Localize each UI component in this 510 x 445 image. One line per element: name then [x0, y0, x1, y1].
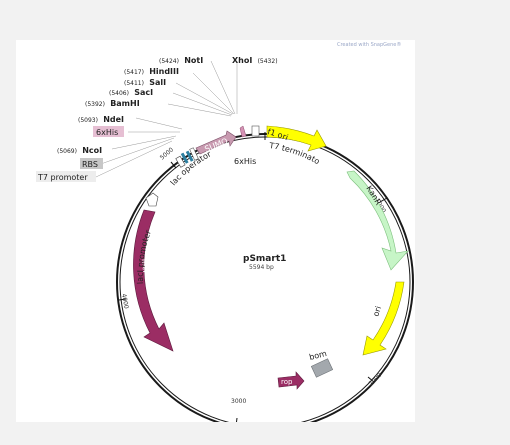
- plasmid-map: 1000 2000 3000 4000 5000: [16, 40, 414, 422]
- site-ndeI: (5093) NdeI: [78, 115, 124, 124]
- rop-arrow: [277, 371, 305, 390]
- rbs-box: [80, 158, 103, 169]
- rbs-mark: [189, 147, 199, 161]
- t7-promoter-box-label: T7 promoter: [37, 173, 88, 182]
- site-ncoI: (5069) NcoI: [57, 146, 102, 155]
- rop-label: rop: [281, 378, 293, 386]
- lac-operator-mark: [185, 150, 194, 162]
- tick-mark: [170, 161, 177, 169]
- laci-arrow: [133, 209, 174, 352]
- tick-label-4000: 4000: [120, 293, 130, 309]
- bom-box: [310, 358, 334, 378]
- ori-label: ori: [371, 305, 383, 318]
- bom-label: bom: [308, 349, 328, 362]
- ori-arrow: [362, 281, 405, 356]
- sixhis-mark: [239, 125, 247, 138]
- sixhis-box-label: 6xHis: [96, 128, 118, 137]
- tick-mark: [235, 417, 238, 422]
- sixhis-label: 6xHis: [234, 157, 256, 166]
- site-notI: (5424) NotI: [159, 56, 203, 65]
- f1-ori-arrow: [266, 125, 327, 152]
- tick-mark: [367, 376, 375, 383]
- snapgene-watermark: Created with SnapGene®: [337, 42, 402, 48]
- t7-promoter-mark: [175, 155, 186, 168]
- site-bamHI: (5392) BamHI: [85, 99, 140, 108]
- sumo-arrow: [195, 130, 237, 155]
- backbone-outer: [116, 133, 414, 422]
- backbone-inner: [119, 136, 411, 422]
- site-salI: (5411) SalI: [124, 78, 166, 87]
- map-panel: 1000 2000 3000 4000 5000: [16, 40, 415, 422]
- site-xhoI: XhoI (5432): [232, 56, 278, 65]
- t7-promoter-box: [36, 171, 96, 182]
- tick-mark: [379, 197, 388, 203]
- rbs-box-label: RBS: [82, 160, 98, 169]
- t7-terminator-mark: [251, 125, 260, 137]
- plasmid-length: 5594 bp: [249, 264, 274, 271]
- site-sacI: (5406) SacI: [109, 88, 153, 97]
- laci-promoter-arrow: [145, 192, 159, 207]
- lac-operator-mark: [180, 152, 189, 164]
- tick-label-3000: 3000: [231, 398, 246, 405]
- plasmid-name: pSmart1: [243, 254, 286, 264]
- tick-mark: [118, 298, 127, 301]
- laci-label: lacI: [140, 258, 150, 273]
- enzyme-connectors: [95, 60, 238, 178]
- tick-label-5000: 5000: [159, 146, 175, 161]
- site-hindIII: (5417) HindIII: [124, 67, 179, 76]
- kanr-arrow: [346, 170, 409, 271]
- sixhis-box: [93, 126, 124, 137]
